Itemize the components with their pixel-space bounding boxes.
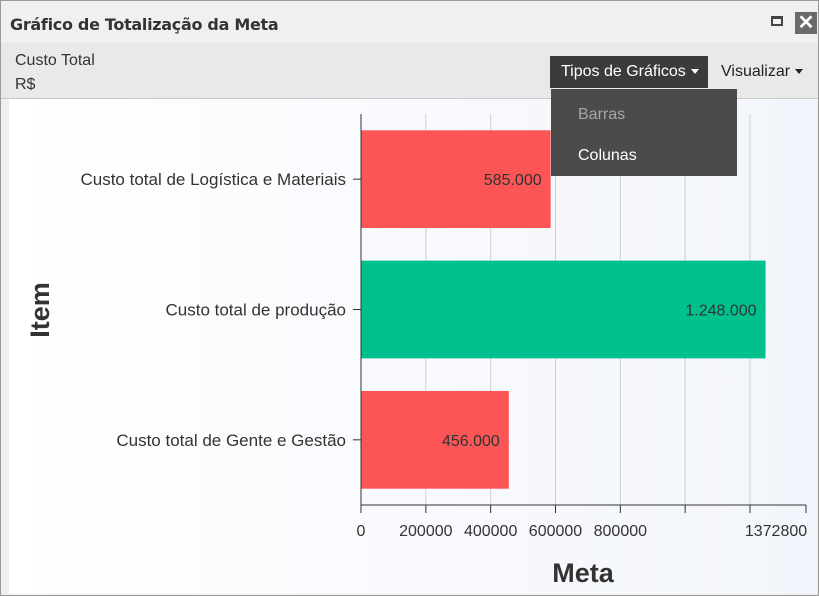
x-tick-label: 0 xyxy=(357,523,366,540)
y-axis-title: Item xyxy=(25,282,55,338)
title-bar: Gráfico de Totalização da Meta ✕ xyxy=(1,1,818,43)
window-title: Gráfico de Totalização da Meta xyxy=(10,15,279,34)
bar-value-label: 585.000 xyxy=(484,172,542,189)
bar xyxy=(361,130,551,229)
menu-item-barras[interactable]: Barras xyxy=(578,106,626,123)
chart-area: 585.000 Custo total de Logística e Materi… xyxy=(9,99,817,594)
bar xyxy=(361,260,766,359)
bar xyxy=(361,390,509,489)
chevron-down-icon xyxy=(690,69,699,75)
metric-unit: R$ xyxy=(15,76,36,93)
category-label: Custo total de Logística e Materiais xyxy=(80,170,346,189)
view-button[interactable]: Visualizar xyxy=(721,56,804,88)
category-label: Custo total de produção xyxy=(165,301,346,320)
bar-value-label: 456.000 xyxy=(442,433,500,450)
x-axis-title: Meta xyxy=(552,558,614,588)
metric-label: Custo Total xyxy=(15,52,95,69)
bar-value-label: 1.248.000 xyxy=(685,303,756,320)
x-tick-label: 200000 xyxy=(399,523,452,540)
close-icon[interactable]: ✕ xyxy=(795,12,817,34)
category-label: Custo total de Gente e Gestão xyxy=(116,431,346,450)
maximize-icon[interactable] xyxy=(771,16,783,26)
x-tick-label: 400000 xyxy=(464,523,517,540)
x-tick-label: 800000 xyxy=(594,523,647,540)
x-tick-label: 1372800 xyxy=(745,523,807,540)
x-tick-label: 600000 xyxy=(529,523,582,540)
chart-types-label: Tipos de Gráficos xyxy=(561,63,686,80)
menu-item-colunas[interactable]: Colunas xyxy=(578,147,637,164)
bar-chart: 585.000 Custo total de Logística e Materi… xyxy=(25,114,807,588)
chart-types-menu: Barras Colunas xyxy=(551,89,737,176)
chart-types-button[interactable]: Tipos de Gráficos xyxy=(550,56,708,88)
view-label: Visualizar xyxy=(721,63,791,80)
chevron-down-icon xyxy=(795,69,804,75)
